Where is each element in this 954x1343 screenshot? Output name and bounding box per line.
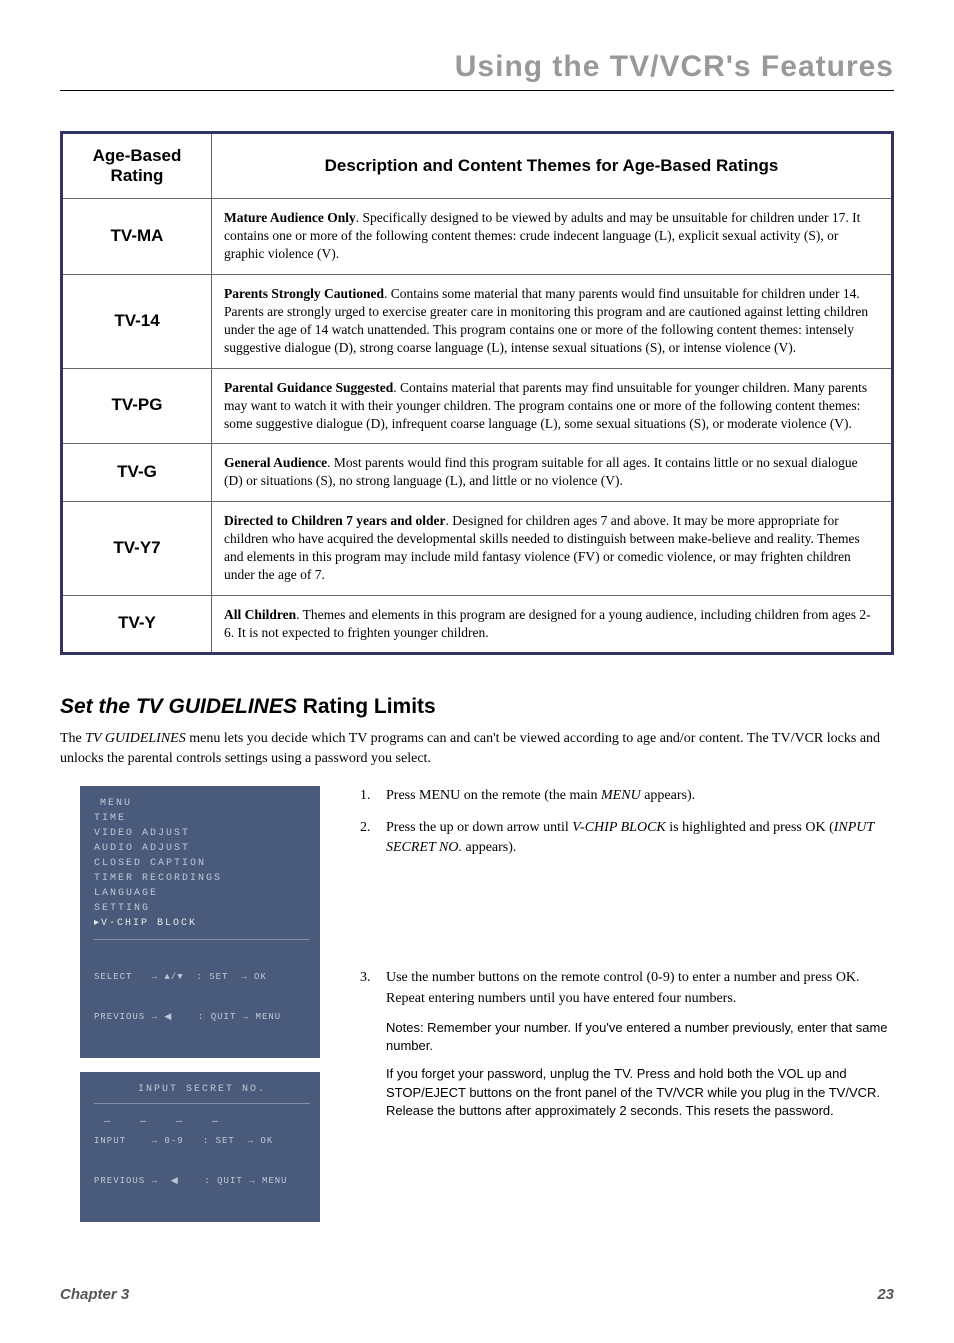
table-row: TV-YAll Children. Themes and elements in… <box>62 595 893 653</box>
s1-post: appears). <box>641 788 695 803</box>
s2-em1: V-CHIP BLOCK <box>572 820 665 835</box>
rating-desc: General Audience. Most parents would fin… <box>212 444 893 501</box>
osd-secret: INPUT SECRET NO. — — — — INPUT → 0-9 : S… <box>80 1072 320 1222</box>
rating-code: TV-Y <box>62 595 212 653</box>
rating-desc: Parents Strongly Cautioned. Contains som… <box>212 274 893 368</box>
th-desc: Description and Content Themes for Age-B… <box>212 133 893 199</box>
osd-main-menu: MENU TIME VIDEO ADJUST AUDIO ADJUST CLOS… <box>80 786 320 1058</box>
page-footer: Chapter 3 23 <box>60 1286 894 1303</box>
step-1: Press MENU on the remote (the main MENU … <box>360 786 894 806</box>
osd-footer: SELECT → ▲/▼ : SET → OK PREVIOUS → ◀ : Q… <box>94 939 310 1052</box>
s2-post: appears). <box>462 840 516 855</box>
heading-italic: Set the TV GUIDELINES <box>60 695 297 718</box>
rating-desc: Parental Guidance Suggested. Contains ma… <box>212 368 893 444</box>
heading-plain: Rating Limits <box>297 695 436 718</box>
table-row: TV-GGeneral Audience. Most parents would… <box>62 444 893 501</box>
rating-desc: Directed to Children 7 years and older. … <box>212 501 893 595</box>
osd-title: MENU <box>100 796 310 811</box>
rating-code: TV-Y7 <box>62 501 212 595</box>
table-row: TV-MAMature Audience Only. Specifically … <box>62 199 893 275</box>
intro-paragraph: The TV GUIDELINES menu lets you decide w… <box>60 729 894 770</box>
table-row: TV-14Parents Strongly Cautioned. Contain… <box>62 274 893 368</box>
section-heading: Set the TV GUIDELINES Rating Limits <box>60 695 894 719</box>
osd-item: VIDEO ADJUST <box>94 826 310 841</box>
osd-item: CLOSED CAPTION <box>94 856 310 871</box>
step-3: Use the number buttons on the remote con… <box>360 968 894 1120</box>
page-number: 23 <box>877 1286 894 1303</box>
osd-secret-title: INPUT SECRET NO. <box>94 1082 310 1097</box>
osd-item: TIME <box>94 811 310 826</box>
intro-pre: The <box>60 731 85 746</box>
steps-column: Press MENU on the remote (the main MENU … <box>360 786 894 1132</box>
s1-pre: Press MENU on the remote (the main <box>386 788 601 803</box>
chapter-label: Chapter 3 <box>60 1286 129 1303</box>
rating-code: TV-PG <box>62 368 212 444</box>
ratings-table: Age-Based Rating Description and Content… <box>60 131 894 655</box>
step-2: Press the up or down arrow until V-CHIP … <box>360 818 894 859</box>
table-row: TV-Y7Directed to Children 7 years and ol… <box>62 501 893 595</box>
osd-item: LANGUAGE <box>94 886 310 901</box>
table-row: TV-PGParental Guidance Suggested. Contai… <box>62 368 893 444</box>
page-title: Using the TV/VCR's Features <box>60 50 894 84</box>
content-row: MENU TIME VIDEO ADJUST AUDIO ADJUST CLOS… <box>60 786 894 1236</box>
intro-em: TV GUIDELINES <box>85 731 185 746</box>
note-2: If you forget your password, unplug the … <box>386 1065 894 1120</box>
rating-desc: All Children. Themes and elements in thi… <box>212 595 893 653</box>
title-rule <box>60 90 894 91</box>
osd-secret-footer-1: INPUT → 0-9 : SET → OK <box>94 1135 310 1149</box>
s2-pre: Press the up or down arrow until <box>386 820 572 835</box>
s1-em: MENU <box>601 788 641 803</box>
osd-footer-1: SELECT → ▲/▼ : SET → OK <box>94 971 310 985</box>
rating-code: TV-14 <box>62 274 212 368</box>
steps-list: Press MENU on the remote (the main MENU … <box>360 786 894 1120</box>
th-rating: Age-Based Rating <box>62 133 212 199</box>
s3-text: Use the number buttons on the remote con… <box>386 970 860 1005</box>
rating-code: TV-MA <box>62 199 212 275</box>
osd-secret-footer: INPUT → 0-9 : SET → OK PREVIOUS → ◀ : QU… <box>94 1103 310 1216</box>
osd-item: AUDIO ADJUST <box>94 841 310 856</box>
osd-footer-2: PREVIOUS → ◀ : QUIT → MENU <box>94 1011 310 1025</box>
rating-desc: Mature Audience Only. Specifically desig… <box>212 199 893 275</box>
osd-secret-footer-2: PREVIOUS → ◀ : QUIT → MENU <box>94 1175 310 1189</box>
menus-column: MENU TIME VIDEO ADJUST AUDIO ADJUST CLOS… <box>80 786 320 1236</box>
osd-item: SETTING <box>94 901 310 916</box>
osd-selected: ▸V-CHIP BLOCK <box>94 916 310 931</box>
s2-mid: is highlighted and press OK ( <box>666 820 834 835</box>
rating-code: TV-G <box>62 444 212 501</box>
osd-item: TIMER RECORDINGS <box>94 871 310 886</box>
note-1: Notes: Remember your number. If you've e… <box>386 1019 894 1055</box>
